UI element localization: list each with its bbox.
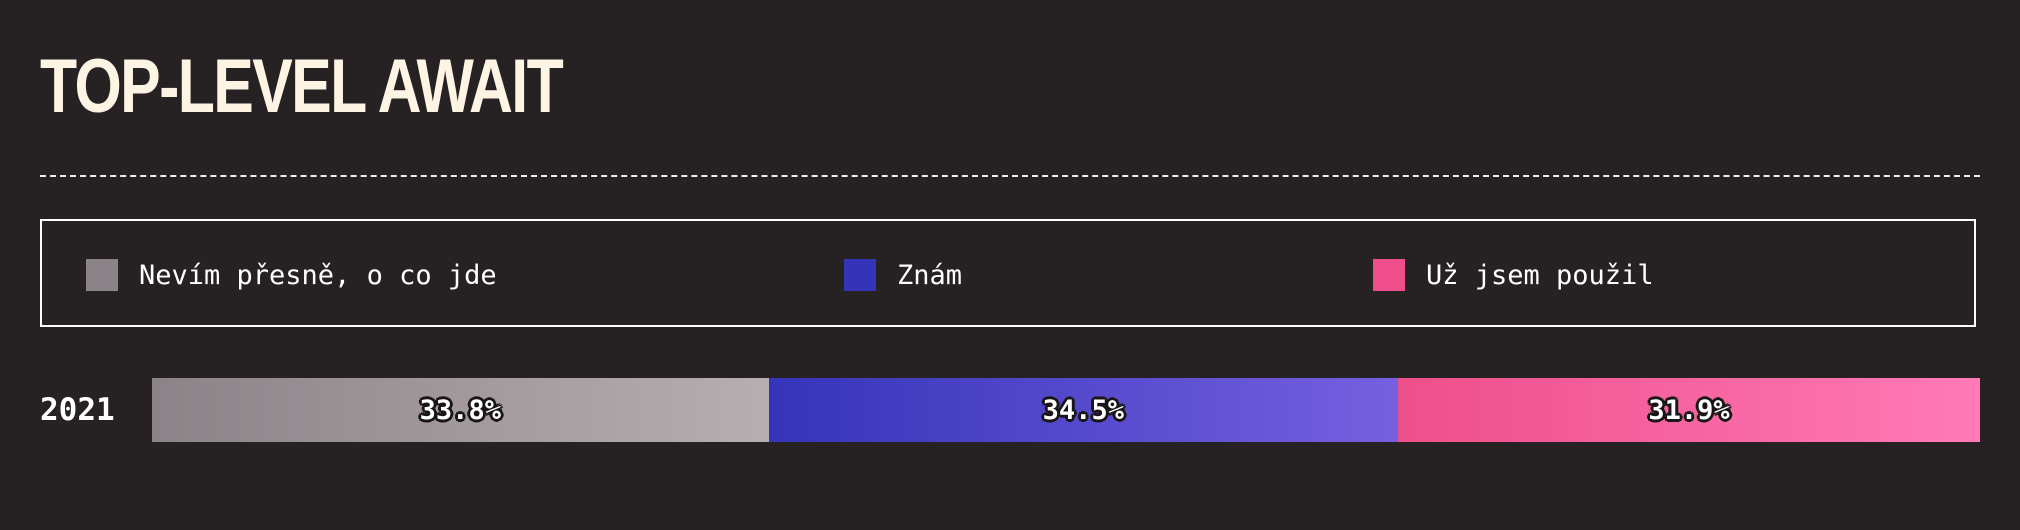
legend-item-know[interactable]: Znám (844, 259, 962, 291)
segment-know[interactable]: 34.5% (768, 378, 1399, 442)
segment-used[interactable]: 31.9% (1398, 378, 1980, 442)
legend-swatch-used (1373, 259, 1405, 291)
chart-title: TOP-LEVEL AWAIT (40, 44, 564, 129)
row-label-2021: 2021 (40, 392, 115, 428)
legend-label-know: Znám (897, 259, 963, 291)
legend-swatch-know (844, 259, 876, 291)
legend-item-used[interactable]: Už jsem použil (1373, 259, 1654, 291)
legend-swatch-unknown (86, 259, 118, 291)
legend-item-unknown[interactable]: Nevím přesně, o co jde (86, 259, 497, 291)
segment-unknown[interactable]: 33.8% (152, 378, 769, 442)
divider (40, 175, 1980, 177)
legend-label-unknown: Nevím přesně, o co jde (139, 259, 497, 291)
segment-unknown-value-label: 33.8% (419, 394, 501, 426)
legend: Nevím přesně, o co jde Znám Už jsem použ… (40, 219, 1976, 327)
segment-know-value-label: 34.5% (1042, 394, 1124, 426)
stacked-bar-2021: 33.8% 34.5% 31.9% (152, 378, 1980, 442)
segment-used-value-label: 31.9% (1648, 394, 1730, 426)
legend-label-used: Už jsem použil (1426, 259, 1654, 291)
